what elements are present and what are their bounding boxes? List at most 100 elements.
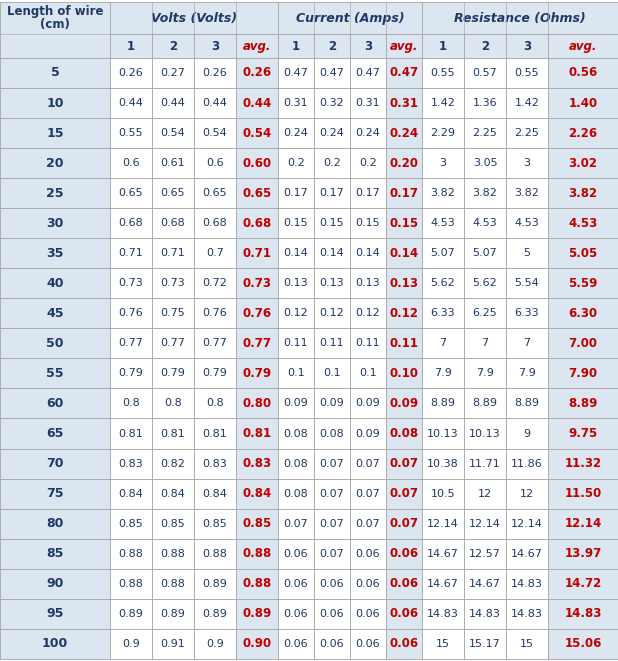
Text: 0.47: 0.47 [320, 68, 344, 78]
Bar [422, 178, 464, 208]
Text: 0.81: 0.81 [161, 428, 185, 438]
Bar [422, 118, 464, 148]
Bar [0, 508, 110, 539]
Text: 1.42: 1.42 [515, 98, 540, 108]
Bar [278, 118, 314, 148]
Text: 0.76: 0.76 [203, 308, 227, 319]
Text: 3.82: 3.82 [473, 188, 497, 198]
Bar [464, 268, 506, 298]
Bar [548, 358, 618, 389]
Text: 5: 5 [523, 249, 530, 258]
Text: 15: 15 [436, 639, 450, 649]
Bar [386, 268, 422, 298]
Bar [110, 58, 152, 88]
Bar [464, 479, 506, 508]
Text: 0.09: 0.09 [355, 399, 380, 408]
Bar [548, 208, 618, 238]
Bar [314, 539, 350, 568]
Text: 0.88: 0.88 [203, 549, 227, 559]
Bar [236, 449, 278, 479]
Text: 0.17: 0.17 [389, 186, 418, 200]
Bar [350, 358, 386, 389]
Bar [350, 238, 386, 268]
Text: 40: 40 [46, 277, 64, 290]
Bar [386, 479, 422, 508]
Text: 0.07: 0.07 [389, 487, 418, 500]
Text: 0.77: 0.77 [161, 338, 185, 348]
Text: 0.14: 0.14 [320, 249, 344, 258]
Bar [506, 178, 548, 208]
Bar [152, 539, 194, 568]
Text: 1: 1 [292, 40, 300, 53]
Bar [548, 178, 618, 208]
Text: 3: 3 [439, 158, 446, 168]
Bar [506, 629, 548, 659]
Bar [0, 629, 110, 659]
Bar [350, 268, 386, 298]
Text: 50: 50 [46, 337, 64, 350]
Text: 0.71: 0.71 [119, 249, 143, 258]
Bar [278, 539, 314, 568]
Bar [236, 298, 278, 329]
Text: 0.14: 0.14 [389, 247, 418, 260]
Bar [386, 629, 422, 659]
Bar [236, 389, 278, 418]
Text: 0.79: 0.79 [161, 368, 185, 378]
Bar [386, 88, 422, 118]
Text: 0.54: 0.54 [161, 128, 185, 138]
Bar [548, 389, 618, 418]
Bar [0, 568, 110, 599]
Text: 0.83: 0.83 [242, 457, 271, 470]
Text: 9.75: 9.75 [569, 427, 598, 440]
Bar [506, 508, 548, 539]
Bar [152, 118, 194, 148]
Bar [194, 568, 236, 599]
Text: 14.67: 14.67 [469, 579, 501, 589]
Bar [314, 34, 350, 58]
Text: 0.84: 0.84 [119, 488, 143, 498]
Text: 0.07: 0.07 [355, 488, 380, 498]
Text: 0.84: 0.84 [203, 488, 227, 498]
Text: 0.06: 0.06 [320, 639, 344, 649]
Text: 0.24: 0.24 [284, 128, 308, 138]
Bar [422, 479, 464, 508]
Text: 12.57: 12.57 [469, 549, 501, 559]
Bar [236, 539, 278, 568]
Text: 0.83: 0.83 [203, 459, 227, 469]
Text: 0.06: 0.06 [284, 579, 308, 589]
Text: 0.85: 0.85 [203, 519, 227, 529]
Text: 12: 12 [478, 488, 492, 498]
Text: 0.06: 0.06 [320, 579, 344, 589]
Text: 0.07: 0.07 [284, 519, 308, 529]
Text: 0.13: 0.13 [356, 278, 380, 288]
Bar [464, 629, 506, 659]
Bar [152, 418, 194, 449]
Text: 0.08: 0.08 [284, 488, 308, 498]
Bar [0, 329, 110, 358]
Bar [548, 34, 618, 58]
Text: 2.26: 2.26 [569, 126, 598, 139]
Text: 0.07: 0.07 [355, 519, 380, 529]
Text: Resistance (Ohms): Resistance (Ohms) [454, 12, 586, 24]
Bar [548, 479, 618, 508]
Bar [0, 58, 110, 88]
Bar [350, 389, 386, 418]
Bar [548, 629, 618, 659]
Text: 0.15: 0.15 [356, 218, 380, 228]
Text: 0.2: 0.2 [359, 158, 377, 168]
Text: 8.89: 8.89 [431, 399, 455, 408]
Bar [386, 329, 422, 358]
Text: 0.89: 0.89 [203, 609, 227, 619]
Bar [194, 479, 236, 508]
Bar [278, 238, 314, 268]
Bar [236, 568, 278, 599]
Text: 0.61: 0.61 [161, 158, 185, 168]
Text: 0.12: 0.12 [284, 308, 308, 319]
Text: 0.07: 0.07 [389, 517, 418, 530]
Text: 0.1: 0.1 [359, 368, 377, 378]
Text: 5.62: 5.62 [431, 278, 455, 288]
Text: 0.26: 0.26 [242, 67, 271, 79]
Bar [152, 389, 194, 418]
Text: 2: 2 [328, 40, 336, 53]
Text: 0.17: 0.17 [284, 188, 308, 198]
